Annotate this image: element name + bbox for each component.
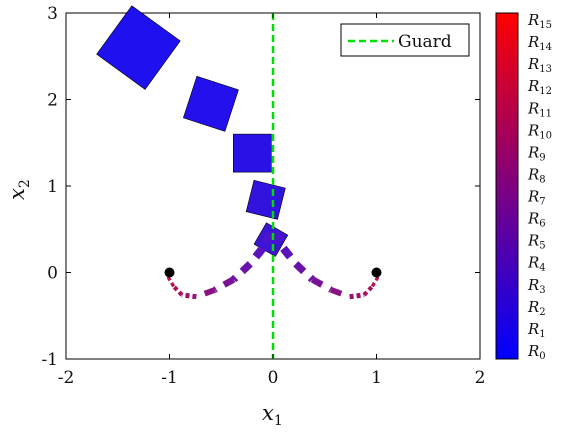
colorbar-label: R14	[527, 33, 552, 53]
trajectory-segment	[195, 287, 217, 300]
trajectory-segment	[349, 292, 365, 300]
reach-set-layer	[96, 5, 289, 257]
colorbar-label: R10	[527, 121, 552, 141]
colorbar	[495, 12, 519, 360]
y-tick-label: 0	[47, 264, 58, 284]
colorbar-label: R8	[527, 165, 546, 185]
legend: Guard	[340, 23, 470, 57]
colorbar-label: R2	[527, 298, 546, 318]
colorbar-label: R3	[527, 276, 546, 296]
trajectory-segment	[310, 276, 333, 293]
trajectory-segment	[247, 245, 266, 267]
y-tick-label: 1	[47, 177, 58, 197]
colorbar-label: R0	[527, 342, 546, 362]
y-tick-label: 2	[47, 91, 58, 111]
reach-set	[233, 133, 272, 173]
initial-point	[164, 267, 175, 278]
trajectory-segment	[329, 287, 351, 300]
initial-point	[371, 267, 382, 278]
colorbar-label: R4	[527, 254, 546, 274]
trajectory-segment	[293, 261, 315, 283]
x-tick-label: 1	[371, 368, 382, 388]
trajectory-layer	[165, 230, 381, 300]
colorbar-label: R12	[527, 77, 552, 97]
reach-set	[245, 179, 286, 220]
trajectory-segment	[231, 261, 253, 283]
x-tick-label: 0	[268, 368, 279, 388]
trajectory-segment	[165, 275, 176, 288]
x-tick-label: -2	[58, 368, 75, 388]
y-tick-label: 3	[47, 4, 58, 24]
x-axis-label: x1	[262, 401, 283, 429]
colorbar-label: R11	[527, 99, 552, 119]
reach-set	[182, 75, 239, 132]
y-axis-label: x2	[5, 179, 33, 200]
trajectory-segment	[213, 276, 236, 293]
trajectory-segment	[271, 230, 288, 251]
y-tick-label: -1	[41, 350, 58, 370]
trajectory-segment	[181, 292, 197, 300]
x-tick-label: 2	[475, 368, 486, 388]
trajectory-segment	[172, 284, 184, 297]
reach-set	[96, 5, 181, 90]
trajectory-segment	[280, 245, 299, 267]
colorbar-label: R7	[527, 188, 546, 208]
legend-guard-label: Guard	[398, 32, 452, 52]
colorbar-label: R1	[527, 320, 546, 340]
colorbar-label: R5	[527, 232, 546, 252]
colorbar-label: R15	[527, 11, 552, 31]
trajectory-segment	[362, 284, 374, 297]
initial-points-layer	[164, 267, 382, 278]
colorbar-label: R9	[527, 143, 546, 163]
colorbar-label: R13	[527, 55, 552, 75]
trajectory-segment	[370, 275, 381, 288]
x-tick-label: -1	[161, 368, 178, 388]
trajectory-segment	[258, 230, 275, 251]
colorbar-label: R6	[527, 210, 546, 230]
